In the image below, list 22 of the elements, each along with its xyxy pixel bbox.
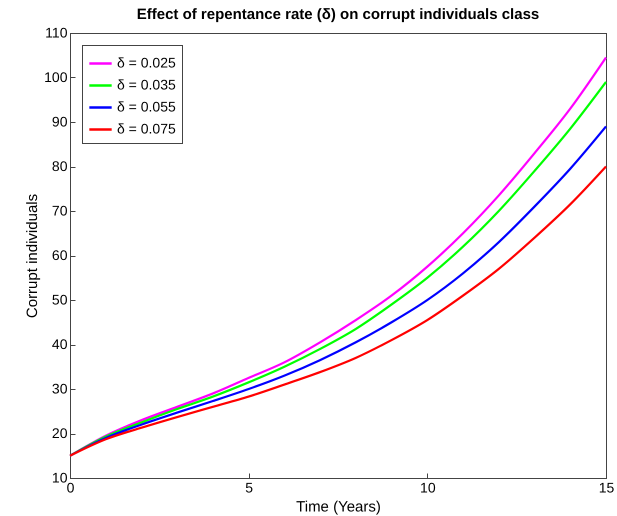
legend-label: δ = 0.055 (117, 98, 176, 114)
legend-label: δ = 0.025 (117, 54, 176, 70)
y-tick-label: 60 (52, 247, 68, 263)
y-tick-label: 80 (52, 158, 68, 174)
y-tick-label: 110 (45, 24, 68, 40)
y-tick-label: 30 (52, 380, 68, 396)
y-tick-label: 100 (44, 69, 68, 85)
legend-label: δ = 0.075 (117, 120, 176, 136)
x-tick-label: 0 (66, 480, 75, 496)
legend-label: δ = 0.035 (117, 76, 176, 92)
y-tick-label: 40 (52, 336, 68, 352)
x-tick-label: 5 (245, 480, 254, 496)
y-tick-label: 70 (52, 202, 68, 218)
chart-title: Effect of repentance rate (δ) on corrupt individuals class (136, 6, 540, 23)
x-tick-label: 15 (598, 480, 614, 496)
y-tick-label: 90 (52, 114, 68, 130)
x-axis-title: Time (Years) (296, 498, 381, 516)
y-tick-label: 50 (52, 292, 68, 308)
y-axis-title: Corrupt individuals (24, 194, 42, 318)
y-tick-label: 20 (52, 425, 68, 441)
y-tick-label: 10 (52, 470, 68, 486)
x-tick-label: 10 (420, 480, 436, 496)
